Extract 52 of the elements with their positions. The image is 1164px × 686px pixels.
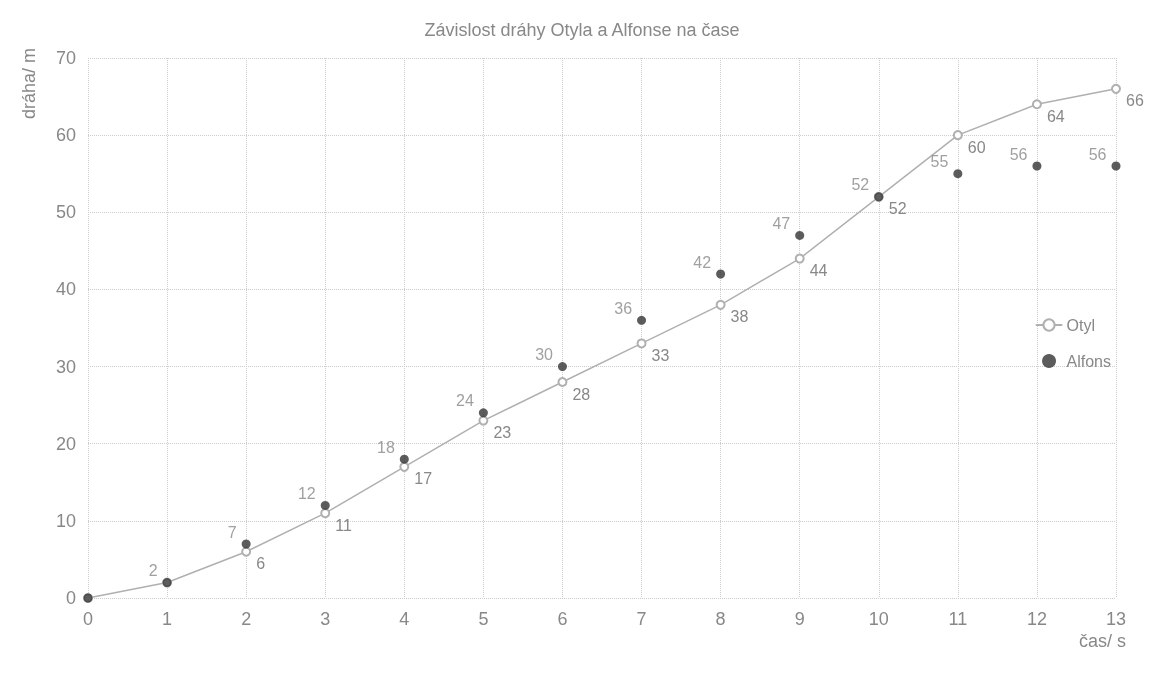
- data-label: 28: [572, 385, 591, 403]
- data-label: 47: [772, 214, 791, 232]
- data-label: 23: [493, 424, 512, 442]
- data-label: 12: [297, 484, 316, 502]
- y-tick-label: 30: [55, 356, 76, 377]
- data-label: 52: [888, 200, 907, 218]
- data-label: 42: [693, 253, 712, 271]
- data-label: 66: [1126, 92, 1144, 110]
- x-axis-title: čas/ s: [1078, 631, 1126, 651]
- x-tick-label: 10: [868, 609, 889, 629]
- data-label: 56: [1009, 145, 1028, 163]
- x-tick-label: 1: [162, 609, 173, 629]
- data-label: 60: [967, 138, 986, 156]
- legend-label: Alfons: [1066, 352, 1111, 370]
- x-tick-label: 5: [478, 609, 489, 629]
- x-tick-label: 6: [557, 609, 568, 629]
- y-axis-title: dráha/ m: [19, 48, 39, 120]
- data-label: 38: [730, 308, 749, 326]
- data-label: 24: [456, 392, 474, 410]
- data-label: 36: [614, 299, 633, 317]
- data-label: 55: [930, 153, 949, 171]
- x-tick-label: 9: [794, 609, 805, 629]
- x-tick-label: 13: [1105, 609, 1127, 629]
- y-tick-label: 20: [55, 433, 76, 454]
- data-label: 7: [227, 523, 237, 541]
- y-tick-label: 40: [55, 279, 76, 300]
- x-tick-label: 7: [636, 609, 647, 629]
- data-label: 52: [851, 176, 870, 194]
- x-tick-label: 12: [1026, 609, 1047, 629]
- data-label: 6: [256, 555, 266, 573]
- data-label: 2: [148, 562, 158, 580]
- y-tick-label: 10: [55, 510, 76, 531]
- x-tick-label: 4: [399, 609, 410, 629]
- x-tick-label: 8: [715, 609, 726, 629]
- data-label: 17: [414, 470, 433, 488]
- y-tick-label: 50: [55, 202, 76, 223]
- data-label: 11: [335, 516, 352, 534]
- data-label: 18: [377, 438, 395, 456]
- legend-label: Otyl: [1066, 316, 1095, 334]
- y-tick-label: 0: [65, 588, 76, 608]
- data-label: 30: [535, 346, 554, 364]
- chart-title: Závislost dráhy Otyla a Alfonse na čase: [424, 20, 740, 40]
- y-tick-label: 60: [55, 125, 76, 146]
- data-label: 33: [651, 346, 670, 364]
- data-label: 64: [1046, 107, 1065, 125]
- y-tick-label: 70: [55, 48, 76, 68]
- data-label: 44: [809, 262, 828, 280]
- x-tick-label: 0: [82, 609, 94, 629]
- data-label: 56: [1088, 145, 1107, 163]
- x-tick-label: 11: [948, 609, 968, 629]
- x-tick-label: 2: [241, 609, 252, 629]
- x-tick-label: 3: [320, 609, 331, 629]
